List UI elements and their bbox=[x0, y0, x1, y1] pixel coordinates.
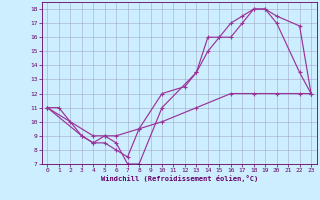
X-axis label: Windchill (Refroidissement éolien,°C): Windchill (Refroidissement éolien,°C) bbox=[100, 175, 258, 182]
